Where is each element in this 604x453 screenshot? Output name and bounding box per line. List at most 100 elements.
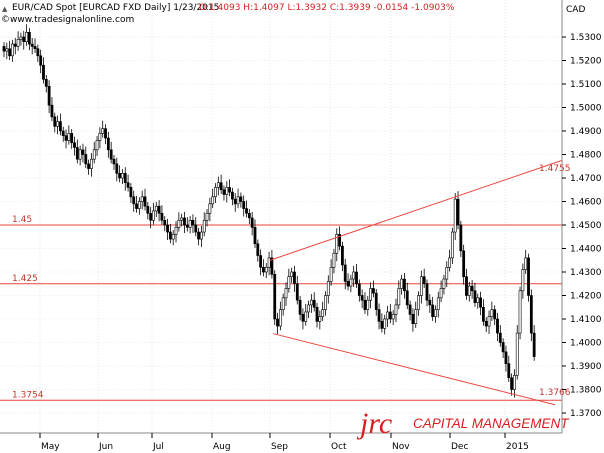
candle-body <box>118 173 122 179</box>
logo-tagline: CAPITAL MANAGEMENT <box>413 416 570 431</box>
candle-body <box>101 128 105 134</box>
candle-body <box>529 295 533 334</box>
candle-body <box>380 321 384 329</box>
y-tick-label: 1.5000 <box>570 104 602 114</box>
level-label: 1.45 <box>12 215 32 225</box>
x-tick-label: Sep <box>271 442 288 452</box>
candle-body <box>422 276 426 285</box>
candle-body <box>64 135 68 141</box>
candle-body <box>374 292 378 310</box>
candle-body <box>247 212 251 219</box>
candle-body <box>177 220 181 228</box>
candle-body <box>44 79 48 87</box>
candle-body <box>445 266 449 280</box>
candle-body <box>481 306 485 322</box>
candle-body <box>19 36 23 40</box>
candle-body <box>157 205 161 214</box>
candle-body <box>197 231 200 240</box>
y-tick-label: 1.5100 <box>570 80 602 90</box>
candle-body <box>276 318 279 327</box>
candle-body <box>73 142 76 148</box>
candle-body <box>436 297 440 310</box>
candle-body <box>180 217 184 221</box>
candle-body <box>78 149 82 160</box>
candle-body <box>259 255 263 268</box>
candle-body <box>211 196 215 205</box>
candle-body <box>408 304 412 315</box>
candle-body <box>61 130 65 136</box>
candle-body <box>487 316 491 327</box>
candle-body <box>290 271 294 277</box>
candle-body <box>194 224 198 233</box>
candle-body <box>332 252 336 268</box>
candle-body <box>391 313 395 320</box>
candle-body <box>92 149 96 160</box>
candle-body <box>30 43 34 47</box>
candle-body <box>50 104 54 118</box>
candle-body <box>183 217 186 226</box>
candle-body <box>106 137 110 151</box>
candle-body <box>278 309 282 327</box>
candle-body <box>425 283 429 301</box>
candle-body <box>39 55 43 66</box>
candle-body <box>154 205 158 212</box>
candle-body <box>242 201 246 209</box>
candle-body <box>360 295 364 301</box>
candle-body <box>346 281 350 287</box>
y-tick-label: 1.3800 <box>570 386 602 396</box>
y-tick-label: 1.3700 <box>570 409 602 419</box>
candle-body <box>448 257 451 268</box>
candle-body <box>36 48 40 57</box>
candle-body <box>315 306 319 322</box>
candle-body <box>521 269 525 292</box>
y-tick-label: 1.4200 <box>570 292 602 302</box>
candle-body <box>496 318 499 334</box>
candle-body <box>264 266 268 273</box>
candle-body <box>304 311 308 322</box>
x-tick-label: Jul <box>152 442 164 452</box>
candle-body <box>228 187 232 193</box>
candle-body <box>352 271 356 280</box>
candle-body <box>214 187 217 198</box>
candle-body <box>166 224 169 233</box>
x-axis: May Jun Jul Aug Sep Oct Nov Dec 2015 <box>39 433 529 452</box>
candle-body <box>515 332 519 376</box>
trend-lines: 1.4755 1.3766 <box>269 159 571 406</box>
y-tick-label: 1.4000 <box>570 339 602 349</box>
candle-body <box>191 220 195 226</box>
candle-body <box>343 264 347 282</box>
candle-body <box>439 288 443 299</box>
candle-body <box>501 342 505 353</box>
candle-body <box>507 363 511 379</box>
y-tick-label: 1.4300 <box>570 268 602 278</box>
y-tick-label: 1.4100 <box>570 315 602 325</box>
candle-body <box>104 128 107 139</box>
y-tick-label: 1.4900 <box>570 127 602 137</box>
candle-body <box>473 290 477 303</box>
candle-body <box>287 276 291 289</box>
plot-area <box>0 0 562 433</box>
candle-body <box>140 196 144 202</box>
candle-body <box>146 205 150 214</box>
candle-body <box>250 217 254 228</box>
candle-body <box>135 203 138 209</box>
candle-body <box>338 234 341 247</box>
candle-body <box>70 133 74 144</box>
candle-body <box>490 309 494 317</box>
candle-body <box>98 133 102 141</box>
candle-body <box>414 309 418 325</box>
candle-body <box>174 227 178 235</box>
candle-body <box>386 311 389 320</box>
candle-body <box>493 309 497 320</box>
candle-body <box>149 212 153 221</box>
y-axis: 1.3700 1.3800 1.3900 1.4000 1.4100 1.4200 1.43… <box>562 33 602 419</box>
candle-body <box>8 48 12 57</box>
candle-body <box>129 187 133 198</box>
level-label: 1.3754 <box>12 390 44 400</box>
x-tick-label: Jun <box>98 442 113 452</box>
y-tick-label: 1.4800 <box>570 151 602 161</box>
candle-body <box>168 231 172 240</box>
y-tick-label: 1.5300 <box>570 33 602 43</box>
candle-body <box>231 191 234 200</box>
candle-body <box>510 377 514 390</box>
